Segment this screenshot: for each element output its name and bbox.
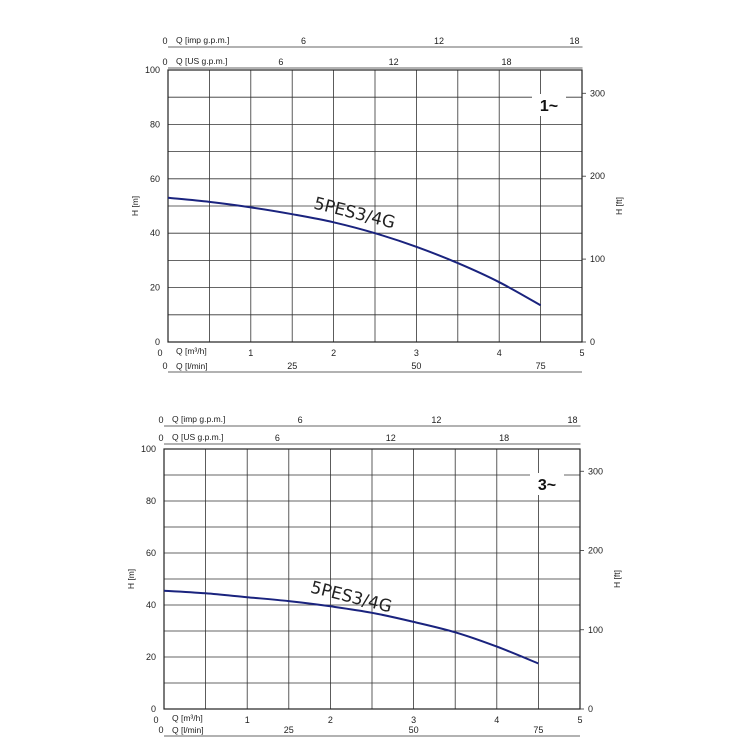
- x-tick-label: 2: [331, 348, 336, 358]
- lmin-tick-label: 0: [162, 361, 167, 371]
- y-tick-label: 80: [150, 119, 160, 129]
- lmin-tick-label: 0: [158, 725, 163, 735]
- y-tick-label: 40: [150, 228, 160, 238]
- y-tick-label: 20: [150, 283, 160, 293]
- y-tick-label: 20: [146, 652, 156, 662]
- lmin-tick-label: 25: [284, 725, 294, 735]
- us-gpm-tick-label: 18: [499, 433, 509, 443]
- lmin-tick-label: 25: [287, 361, 297, 371]
- y-tick-label: 40: [146, 600, 156, 610]
- ft-tick-label: 0: [590, 337, 595, 347]
- x-tick-label: 0: [153, 715, 158, 725]
- imp-gpm-tick-label: 0: [158, 415, 163, 425]
- us-gpm-tick-label: 18: [501, 57, 511, 67]
- series-label: 5PES3/4G: [308, 578, 394, 618]
- x-axis-label-m3h: Q [m³/h]: [176, 346, 207, 356]
- chart-1: 0 6 12 18Q [imp g.p.m.]0 6 12 18Q [US g.p.m.]0…: [130, 35, 624, 373]
- imp-gpm-axis-label: Q [imp g.p.m.]: [172, 414, 225, 424]
- us-gpm-tick-label: 12: [389, 57, 399, 67]
- series-curve: [163, 589, 539, 665]
- phase-label-bg: [532, 94, 566, 116]
- y-axis-label-left: H [m]: [130, 196, 140, 216]
- y-tick-label: 0: [155, 337, 160, 347]
- imp-gpm-tick-label: 6: [301, 36, 306, 46]
- grid: [167, 69, 583, 343]
- imp-gpm-tick-label: 6: [298, 415, 303, 425]
- y-axis-label-right: H [ft]: [612, 570, 622, 588]
- plot-frame: [167, 69, 583, 343]
- us-gpm-tick-label: 0: [158, 433, 163, 443]
- x-tick-label: 3: [414, 348, 419, 358]
- ft-tick-label: 100: [588, 625, 603, 635]
- x-tick-label: 3: [411, 715, 416, 725]
- y-tick-label: 0: [151, 704, 156, 714]
- plot-frame: [163, 448, 581, 710]
- y-tick-label: 60: [146, 548, 156, 558]
- phase-label-bg: [530, 473, 564, 495]
- imp-gpm-tick-label: 18: [567, 415, 577, 425]
- lmin-tick-label: 50: [411, 361, 421, 371]
- lmin-tick-label: 50: [409, 725, 419, 735]
- x-axis-label-lmin: Q [l/min]: [172, 725, 204, 735]
- y-axis-label-right: H [ft]: [614, 197, 624, 215]
- us-gpm-axis-label: Q [US g.p.m.]: [172, 432, 224, 442]
- imp-gpm-tick-label: 0: [162, 36, 167, 46]
- y-tick-label: 100: [145, 65, 160, 75]
- y-tick-label: 80: [146, 496, 156, 506]
- ft-tick-label: 300: [588, 466, 603, 476]
- lmin-tick-label: 75: [533, 725, 543, 735]
- chart-2: 0 6 12 18Q [imp g.p.m.]0 6 12 18Q [US g.p.m.]0…: [126, 414, 622, 737]
- ft-tick-label: 0: [588, 704, 593, 714]
- x-tick-label: 4: [494, 715, 499, 725]
- us-gpm-tick-label: 0: [162, 57, 167, 67]
- x-tick-label: 2: [328, 715, 333, 725]
- phase-label: 1~: [540, 98, 558, 115]
- ft-tick-label: 100: [590, 254, 605, 264]
- y-tick-label: 60: [150, 174, 160, 184]
- imp-gpm-tick-label: 18: [570, 36, 580, 46]
- y-tick-label: 100: [141, 444, 156, 454]
- imp-gpm-axis-label: Q [imp g.p.m.]: [176, 35, 229, 45]
- us-gpm-tick-label: 12: [386, 433, 396, 443]
- phase-label: 3~: [538, 477, 556, 494]
- imp-gpm-tick-label: 12: [431, 415, 441, 425]
- x-tick-label: 5: [579, 348, 584, 358]
- ft-tick-label: 200: [590, 171, 605, 181]
- series-curve: [167, 196, 542, 307]
- ft-tick-label: 300: [590, 88, 605, 98]
- lmin-tick-label: 75: [536, 361, 546, 371]
- us-gpm-tick-label: 6: [278, 57, 283, 67]
- x-tick-label: 1: [245, 715, 250, 725]
- us-gpm-axis-label: Q [US g.p.m.]: [176, 56, 228, 66]
- x-axis-label-lmin: Q [l/min]: [176, 361, 208, 371]
- x-axis-label-m3h: Q [m³/h]: [172, 713, 203, 723]
- grid: [163, 448, 581, 710]
- ft-tick-label: 200: [588, 546, 603, 556]
- y-axis-label-left: H [m]: [126, 569, 136, 589]
- x-tick-label: 0: [157, 348, 162, 358]
- x-tick-label: 1: [248, 348, 253, 358]
- us-gpm-tick-label: 6: [275, 433, 280, 443]
- x-tick-label: 5: [577, 715, 582, 725]
- x-tick-label: 4: [497, 348, 502, 358]
- imp-gpm-tick-label: 12: [434, 36, 444, 46]
